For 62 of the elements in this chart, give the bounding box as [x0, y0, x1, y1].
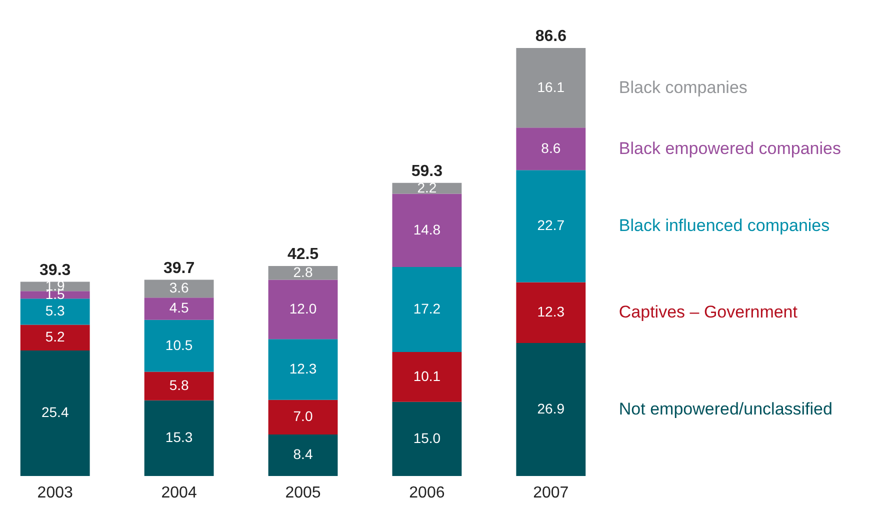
data-label: 14.8 [413, 221, 441, 238]
total-label: 86.6 [535, 28, 567, 45]
bar [268, 266, 338, 280]
data-label: 8.4 [293, 446, 313, 462]
bar [20, 350, 90, 476]
data-label: 12.3 [537, 304, 565, 320]
data-label: 10.1 [413, 368, 441, 384]
data-label: 10.5 [165, 336, 193, 353]
data-label: 3.6 [169, 280, 189, 296]
series-label: Captives – Government [618, 302, 798, 322]
bar [516, 170, 586, 282]
data-label: 12.3 [289, 360, 317, 376]
data-label: 2.8 [293, 264, 313, 280]
bar [20, 298, 90, 325]
data-label: 17.2 [413, 300, 441, 316]
data-label: 26.9 [537, 400, 565, 417]
total-label: 59.3 [411, 162, 443, 180]
x-tick-label: 2006 [409, 484, 445, 502]
series-label: Black empowered companies [618, 138, 841, 158]
bar [392, 266, 462, 352]
bar [516, 343, 586, 476]
bar [392, 182, 462, 194]
bar [144, 320, 214, 372]
total-label: 39.3 [40, 262, 71, 279]
bar [20, 324, 90, 350]
bar [144, 372, 214, 400]
x-tick-label: 2005 [285, 484, 321, 502]
data-label: 16.1 [537, 78, 565, 95]
bar [144, 298, 214, 320]
data-label: 22.7 [537, 217, 565, 234]
series-label: Not empowered/unclassified [618, 400, 832, 419]
bar [392, 402, 462, 476]
bar [268, 434, 338, 476]
data-label: 7.0 [293, 408, 313, 424]
x-tick-label: 2003 [37, 484, 73, 502]
data-label: 25.4 [41, 404, 69, 420]
series-label: Black companies [618, 78, 748, 97]
bar [144, 280, 214, 298]
bar [20, 291, 90, 299]
data-label: 8.6 [541, 140, 561, 156]
data-label: 5.2 [45, 328, 66, 345]
bar [392, 352, 462, 402]
bar [516, 128, 586, 170]
total-label: 42.5 [287, 246, 319, 263]
bar [268, 400, 338, 434]
series-label: Black influenced companies [618, 216, 830, 236]
data-label: 15.0 [413, 430, 441, 446]
bar [392, 194, 462, 267]
bar [268, 339, 338, 400]
total-label: 39.7 [163, 260, 195, 277]
data-label: 15.3 [165, 429, 193, 446]
bar [144, 400, 214, 476]
data-label: 12.0 [289, 300, 317, 316]
data-label: 2.2 [417, 179, 437, 196]
data-label: 5.3 [45, 302, 66, 319]
data-label: 4.5 [169, 300, 189, 316]
bar [516, 48, 586, 128]
data-label: 5.8 [169, 377, 189, 394]
x-tick-label: 2007 [533, 484, 569, 502]
x-tick-label: 2004 [161, 484, 197, 502]
bar [516, 282, 586, 344]
bar [268, 280, 338, 340]
